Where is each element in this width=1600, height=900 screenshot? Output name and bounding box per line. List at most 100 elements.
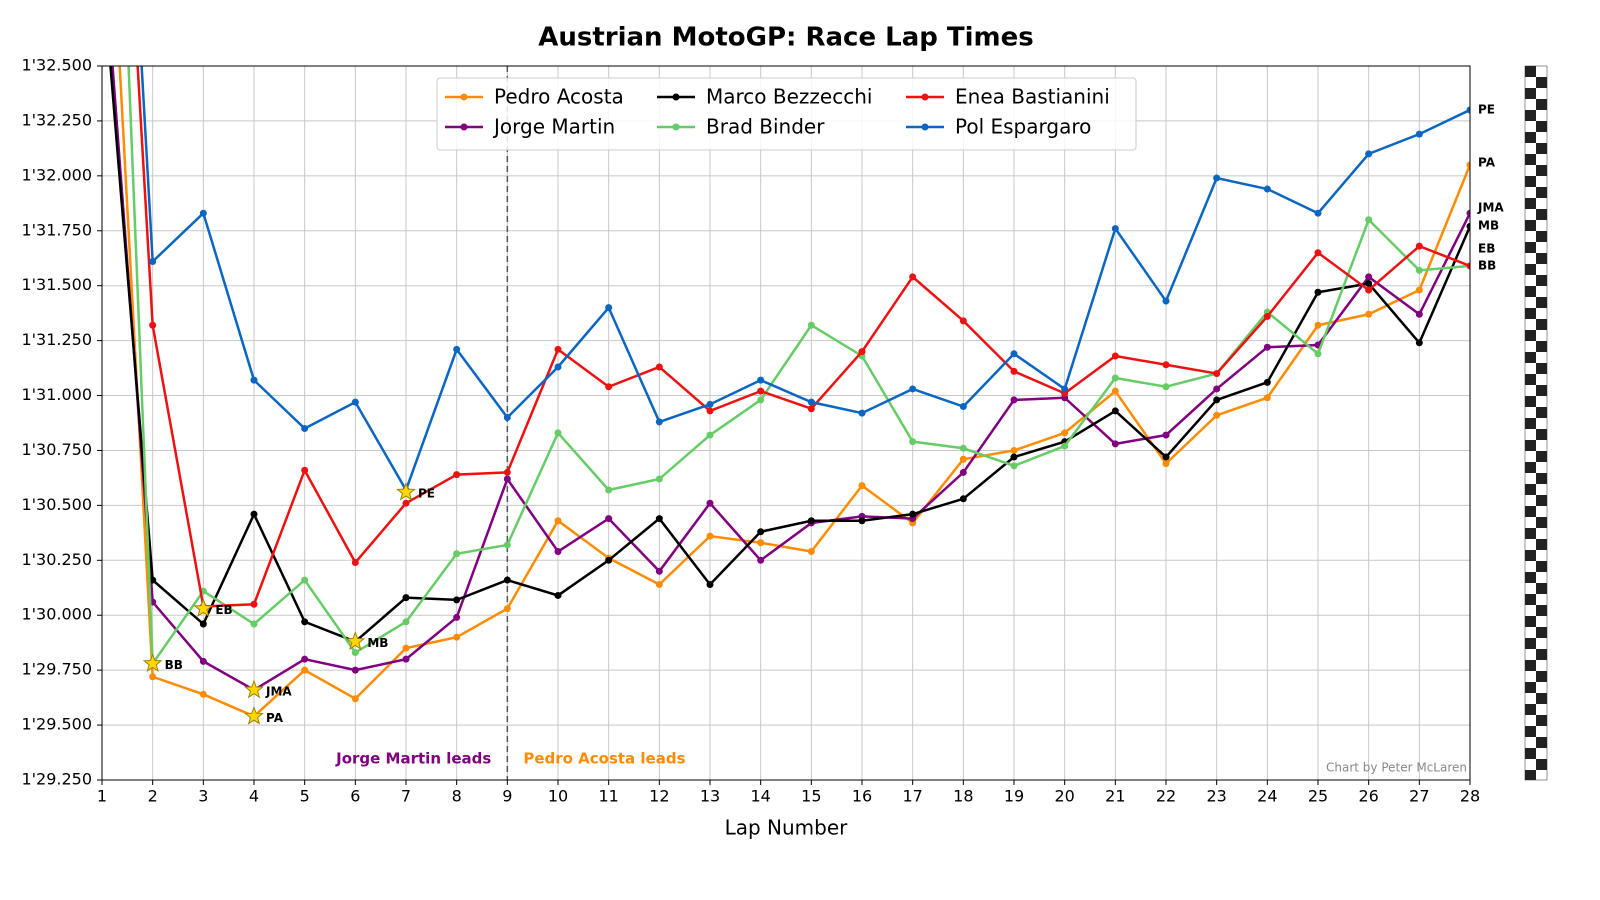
checkered-flag (1536, 385, 1547, 396)
point (1466, 209, 1470, 217)
point (453, 613, 461, 621)
y-tick-label: 1'31.750 (21, 220, 92, 239)
point (453, 345, 461, 353)
checkered-flag (1525, 264, 1536, 275)
point (807, 405, 815, 413)
legend-label: Enea Bastianini (955, 85, 1110, 109)
checkered-flag (1536, 363, 1547, 374)
point (1010, 367, 1018, 375)
checkered-flag (1525, 352, 1536, 363)
point (149, 258, 157, 266)
point (1415, 339, 1423, 347)
y-tick-label: 1'29.500 (21, 715, 92, 734)
end-label: PE (1478, 103, 1495, 117)
checkered-flag (1525, 308, 1536, 319)
checkered-flag (1536, 726, 1547, 737)
series-line (111, 66, 1470, 692)
y-tick-label: 1'29.750 (21, 660, 92, 679)
point (959, 455, 967, 463)
checkered-flag (1525, 176, 1536, 187)
point (1213, 411, 1221, 419)
point (301, 655, 309, 663)
point (706, 407, 714, 415)
checkered-flag (1525, 231, 1536, 242)
point (757, 396, 765, 404)
checkered-flag (1536, 473, 1547, 484)
checkered-flag (1536, 242, 1547, 253)
checkered-flag (1525, 715, 1536, 726)
y-tick-label: 1'32.250 (21, 110, 92, 129)
legend-label: Pedro Acosta (494, 85, 624, 109)
checkered-flag (1525, 341, 1536, 352)
series-line (140, 66, 1470, 493)
point (605, 515, 613, 523)
point (858, 482, 866, 490)
chart-title: Austrian MotoGP: Race Lap Times (538, 23, 1034, 53)
checkered-flag (1525, 374, 1536, 385)
legend-marker (460, 123, 468, 131)
point (1162, 431, 1170, 439)
checkered-flag (1536, 165, 1547, 176)
checkered-flag (1536, 561, 1547, 572)
series-line (118, 66, 1470, 718)
point (1263, 185, 1271, 193)
checkered-flag (1525, 88, 1536, 99)
checkered-flag (1536, 319, 1547, 330)
checkered-flag (1536, 121, 1547, 132)
checkered-flag (1525, 737, 1536, 748)
point (757, 387, 765, 395)
x-tick-label: 6 (350, 787, 360, 806)
y-tick-label: 1'32.000 (21, 165, 92, 184)
checkered-flag (1525, 594, 1536, 605)
point (706, 580, 714, 588)
checkered-flag (1536, 495, 1547, 506)
x-tick-label: 17 (902, 787, 922, 806)
checkered-flag (1536, 462, 1547, 473)
point (1466, 262, 1470, 270)
checkered-flag (1525, 363, 1536, 374)
point (858, 348, 866, 356)
point (757, 376, 765, 384)
checkered-flag (1536, 770, 1547, 780)
checkered-flag (1525, 770, 1536, 780)
checkered-flag (1525, 242, 1536, 253)
checkered-flag (1525, 143, 1536, 154)
point (453, 633, 461, 641)
leader-label: Jorge Martin leads (335, 750, 491, 768)
checkered-flag (1536, 517, 1547, 528)
point (1162, 453, 1170, 461)
point (402, 644, 410, 652)
point (807, 321, 815, 329)
point (1314, 209, 1322, 217)
checkered-flag (1525, 209, 1536, 220)
checkered-flag (1536, 66, 1547, 77)
checkered-flag (1525, 605, 1536, 616)
point (1162, 383, 1170, 391)
checkered-flag (1525, 660, 1536, 671)
checkered-flag (1525, 638, 1536, 649)
point (706, 400, 714, 408)
point (554, 591, 562, 599)
best-lap-star (193, 598, 214, 618)
point (250, 600, 258, 608)
checkered-flag (1525, 704, 1536, 715)
point (655, 475, 663, 483)
point (1466, 106, 1470, 114)
best-lap-label: EB (215, 603, 232, 617)
checkered-flag (1536, 440, 1547, 451)
best-lap-star (142, 653, 163, 672)
point (199, 690, 207, 698)
point (351, 649, 359, 657)
point (1314, 350, 1322, 358)
point (1415, 266, 1423, 274)
checkered-flag (1536, 638, 1547, 649)
point (453, 471, 461, 479)
checkered-flag (1525, 253, 1536, 264)
point (554, 363, 562, 371)
point (807, 517, 815, 525)
x-tick-label: 27 (1409, 787, 1429, 806)
checkered-flag (1525, 440, 1536, 451)
point (1415, 286, 1423, 294)
best-lap-star (244, 705, 264, 725)
checkered-flag (1525, 275, 1536, 286)
